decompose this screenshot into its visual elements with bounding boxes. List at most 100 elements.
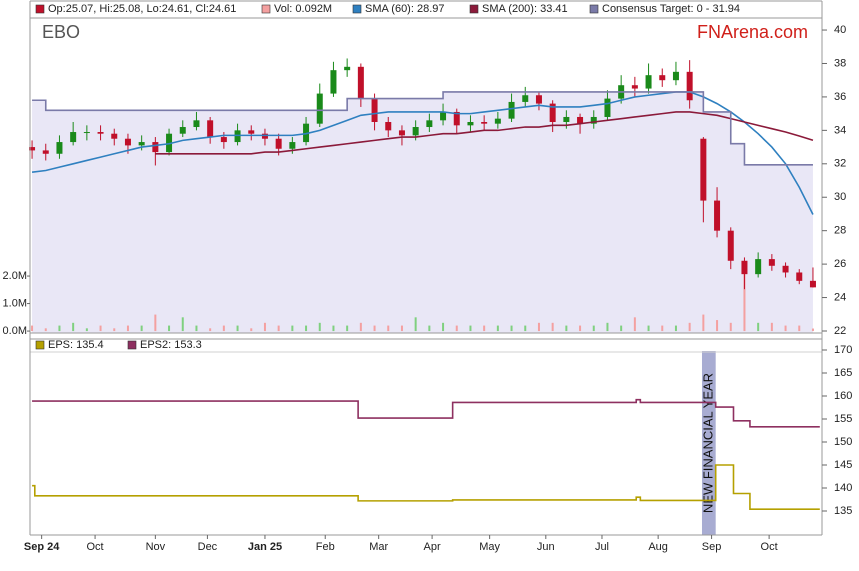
candle-body	[672, 71, 679, 81]
y-tick-label: 26	[834, 258, 846, 270]
line	[32, 91, 813, 166]
x-tick-label: Jan 25	[248, 541, 282, 553]
legend-swatch	[469, 4, 479, 14]
volume-bar	[346, 325, 349, 332]
candle-body	[796, 272, 803, 281]
y-tick-label: 36	[834, 91, 846, 103]
candle-body	[42, 150, 49, 154]
candle-body	[70, 132, 77, 143]
candle-body	[727, 230, 734, 261]
y-tick-label: 165	[834, 367, 852, 379]
volume-bar	[798, 325, 801, 332]
volume-bar	[757, 322, 760, 332]
x-tick-label: Dec	[198, 541, 218, 553]
y-tick-label: 145	[834, 459, 852, 471]
volume-bar	[154, 314, 157, 332]
volume-bar	[551, 322, 554, 332]
y-tick-label: 38	[834, 57, 846, 69]
y-tick-label: 155	[834, 413, 852, 425]
volume-bar	[236, 325, 239, 332]
candle-body	[303, 123, 310, 143]
volume-bar	[620, 325, 623, 332]
volume-bar	[318, 322, 321, 332]
candle-body	[124, 138, 131, 146]
volume-bar	[373, 325, 376, 332]
candle-body	[248, 130, 255, 134]
y-tick-label: 140	[834, 482, 852, 494]
legend-label: EPS: 135.4	[48, 339, 104, 351]
volume-bar	[606, 322, 609, 332]
candle-body	[371, 98, 378, 122]
volume-bar	[455, 325, 458, 332]
volume-bar	[359, 322, 362, 332]
volume-bar	[222, 325, 225, 332]
legend-swatch	[35, 4, 45, 14]
target-area	[32, 91, 813, 333]
candle-body	[111, 133, 118, 139]
y2-tick-label: 0.0M	[3, 325, 27, 337]
volume-bar	[400, 325, 403, 332]
x-tick-label: Apr	[424, 541, 441, 553]
legend-label: Op:25.07, Hi:25.08, Lo:24.61, Cl:24.61	[48, 3, 236, 15]
volume-bar	[565, 325, 568, 332]
legend-label: SMA (200): 33.41	[482, 3, 568, 15]
legend-swatch	[127, 340, 137, 350]
candle-body	[385, 121, 392, 131]
volume-bar	[414, 317, 417, 332]
volume-bar	[770, 322, 773, 332]
candle-body	[453, 111, 460, 126]
volume-bar	[647, 325, 650, 332]
candle-body	[481, 121, 488, 124]
x-tick-label: Oct	[761, 541, 778, 553]
candle-body	[261, 133, 268, 139]
legend-swatch	[589, 4, 599, 14]
candle-body	[631, 85, 638, 89]
candle-body	[97, 132, 104, 134]
candle-body	[412, 127, 419, 136]
candle-body	[659, 75, 666, 81]
legend-swatch	[35, 340, 45, 350]
line	[32, 398, 820, 428]
volume-bar	[85, 328, 88, 332]
y-tick-label: 160	[834, 390, 852, 402]
volume-bar	[811, 328, 814, 332]
candle-body	[193, 120, 200, 128]
volume-bar	[277, 325, 280, 332]
candle-body	[563, 116, 570, 122]
y-tick-label: 34	[834, 124, 846, 136]
y-tick-label: 30	[834, 191, 846, 203]
x-tick-label: Sep 24	[24, 541, 60, 553]
candle-body	[700, 138, 707, 201]
candle-body	[220, 137, 227, 143]
volume-bar	[31, 325, 34, 332]
volume-bar	[483, 325, 486, 332]
candle-body	[440, 111, 447, 121]
candle-body	[234, 130, 241, 143]
legend-label: Consensus Target: 0 - 31.94	[602, 3, 740, 15]
legend-label: EPS2: 153.3	[140, 339, 202, 351]
volume-bar	[209, 328, 212, 332]
volume-bar	[469, 325, 472, 332]
candle-body	[645, 75, 652, 89]
candle-body	[344, 66, 351, 71]
candle-body	[549, 103, 556, 122]
candle-body	[535, 95, 542, 104]
y-tick-label: 24	[834, 291, 846, 303]
volume-bar	[633, 317, 636, 332]
candle-body	[577, 116, 584, 124]
x-tick-label: Jun	[537, 541, 555, 553]
candle-body	[138, 142, 145, 146]
volume-bar	[250, 328, 253, 332]
volume-bar	[181, 317, 184, 332]
candle-body	[467, 121, 474, 126]
legend-swatch	[261, 4, 271, 14]
x-tick-label: Jul	[595, 541, 609, 553]
volume-bar	[579, 325, 582, 332]
volume-bar	[263, 322, 266, 332]
candle-body	[686, 71, 693, 101]
volume-bar	[387, 325, 390, 332]
candle-body	[83, 132, 90, 134]
candle-body	[56, 142, 63, 154]
candle-body	[768, 259, 775, 266]
